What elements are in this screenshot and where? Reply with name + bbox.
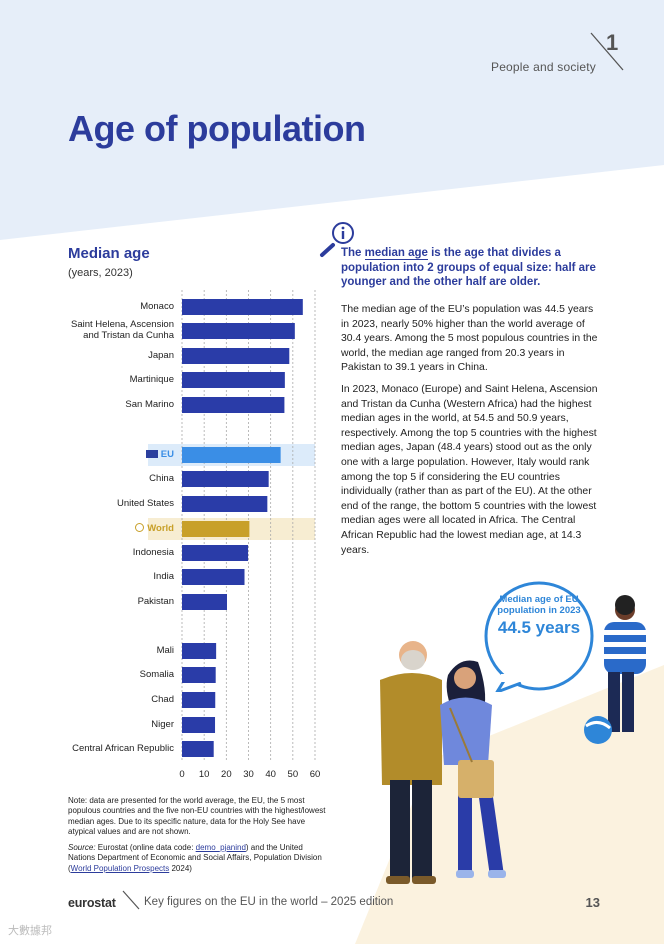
header-band [0, 0, 664, 240]
category-label: China [149, 473, 174, 484]
page-number: 13 [585, 895, 600, 910]
source-text-3: 2024) [169, 863, 192, 873]
category-label-text: Indonesia [132, 547, 174, 558]
x-tick-label: 40 [265, 769, 276, 780]
category-label-text: Pakistan [137, 596, 174, 607]
category-label-text: India [153, 571, 174, 582]
bar-china [182, 471, 269, 487]
bar-indonesia [182, 545, 249, 561]
category-label: Pakistan [138, 596, 174, 607]
woman-figure [440, 660, 506, 878]
bar-somalia [182, 667, 216, 683]
category-label-text: China [149, 473, 174, 484]
source-text-2: ) and the United Nations Department of E… [68, 843, 322, 873]
category-label: San Marino [125, 399, 174, 410]
category-label-text: Chad [151, 694, 174, 705]
bubble-label: Median age of EU population in 2023 [497, 594, 581, 616]
body-paragraph-1: The median age of the EU’s population wa… [341, 304, 598, 374]
category-label: Somalia [140, 669, 174, 680]
bubble-text: Median age of EU population in 2023 44.5… [488, 594, 590, 637]
bar-central-african-republic [182, 741, 214, 757]
bar-pakistan [182, 594, 227, 610]
median-age-definition: The median age is the age that divides a… [341, 246, 606, 290]
chart-source: Source: Eurostat (online data code: demo… [68, 843, 328, 874]
source-label: Source: [68, 843, 96, 852]
chart-note: Note: data are presented for the world a… [68, 796, 326, 837]
source-publication-link[interactable]: World Population Prospects [70, 863, 170, 873]
section-name: People and society [490, 60, 596, 74]
bar-saint-helena-ascension-and-tristan-da-cunha [182, 323, 295, 339]
eurostat-logo: eurostat [68, 896, 116, 910]
man-figure [380, 641, 442, 884]
category-label-text: United States [116, 498, 174, 509]
bar-chad [182, 692, 216, 708]
category-label-text: Saint Helena, Ascension and Tristan da C… [71, 319, 174, 341]
category-label-text: Monaco [140, 301, 174, 312]
definition-prefix: The [341, 247, 365, 259]
bar-niger [182, 717, 216, 733]
bar-martinique [182, 372, 285, 388]
category-label-text: Martinique [129, 374, 174, 385]
watermark: 大數據邦 [8, 925, 52, 937]
people-illustration [380, 595, 646, 884]
x-tick-label: 20 [221, 769, 232, 780]
category-label-text: Mali [156, 645, 174, 656]
category-label-text: Central African Republic [72, 743, 174, 754]
bar-mali [182, 643, 217, 659]
category-label: Chad [151, 694, 174, 705]
category-label: India [153, 571, 174, 582]
eu-flag-icon [145, 450, 158, 458]
category-label: Japan [148, 350, 174, 361]
category-label: Saint Helena, Ascension and Tristan da C… [54, 319, 174, 341]
x-tick-label: 30 [243, 769, 254, 780]
category-label: Monaco [140, 301, 174, 312]
bar-world [182, 521, 250, 537]
info-magnifier-icon [320, 222, 354, 257]
category-label: EU [145, 449, 174, 460]
x-tick-label: 0 [179, 769, 184, 780]
x-tick-label: 50 [288, 769, 299, 780]
bar-united-states [182, 496, 268, 512]
source-text-1: Eurostat (online data code: [95, 843, 196, 852]
category-label: United States [117, 498, 174, 509]
chart-title: Median age [68, 245, 150, 262]
bar-san-marino [182, 397, 285, 413]
bubble-value: 44.5 years [497, 618, 581, 637]
bar-japan [182, 348, 290, 364]
category-label: Mali [157, 645, 174, 656]
definition-term: median age [364, 247, 428, 260]
category-label: Central African Republic [72, 743, 174, 754]
x-tick-label: 10 [199, 769, 210, 780]
category-label: Martinique [130, 374, 174, 385]
section-number: 1 [606, 30, 619, 55]
category-label-text: Japan [148, 350, 174, 361]
boy-figure [584, 595, 646, 744]
bar-monaco [182, 299, 303, 315]
x-tick-label: 60 [310, 769, 321, 780]
category-label-text: EU [160, 449, 174, 460]
category-label: World [135, 523, 174, 534]
body-paragraph-2: In 2023, Monaco (Europe) and Saint Helen… [341, 384, 598, 556]
median-age-chart: 0 10 20 30 40 50 60 [148, 290, 321, 780]
category-label: Niger [151, 719, 174, 730]
bar-eu [182, 447, 281, 463]
section-slash [590, 32, 624, 71]
category-label-text: World [147, 523, 174, 534]
speech-bubble [484, 581, 594, 692]
chart-subtitle: (years, 2023) [68, 267, 133, 279]
source-code-link[interactable]: demo_pjanind [195, 843, 246, 852]
page-title: Age of population [68, 108, 366, 149]
category-label-text: San Marino [125, 399, 174, 410]
footer-publication-title: Key figures on the EU in the world – 202… [144, 896, 394, 908]
footer-slash [122, 890, 140, 910]
bar-india [182, 569, 245, 585]
category-label: Indonesia [133, 547, 174, 558]
category-label-text: Somalia [139, 669, 174, 680]
globe-icon [135, 523, 145, 532]
category-label-text: Niger [151, 719, 174, 730]
definition-rest: is the age that divides a population int… [341, 247, 596, 288]
